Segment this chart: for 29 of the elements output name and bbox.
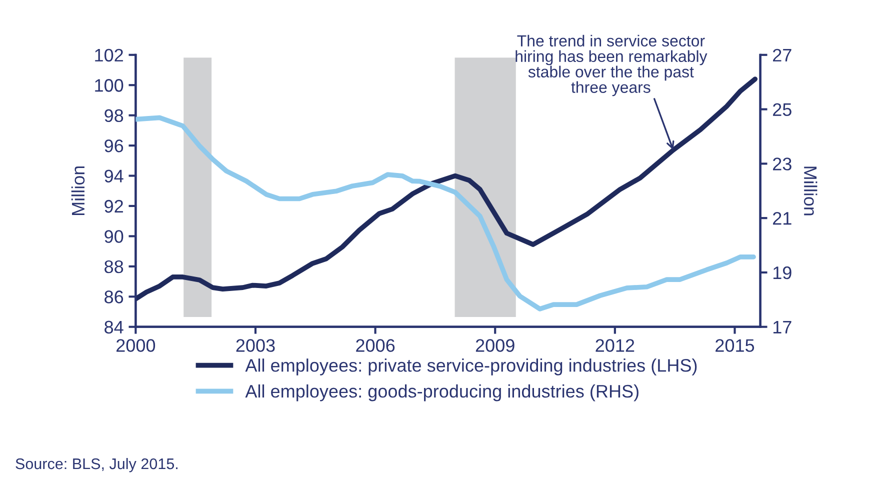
y-tick-label: 90 bbox=[104, 230, 124, 243]
y-tick-label: 88 bbox=[104, 260, 124, 274]
y-tick-label: 100 bbox=[95, 79, 124, 92]
x-tick-label: 2003 bbox=[236, 339, 275, 352]
x-tick-label: 2000 bbox=[116, 339, 156, 352]
y2-tick-label: 21 bbox=[773, 212, 792, 225]
y2-tick-label: 17 bbox=[773, 320, 792, 334]
y-tick-label: 96 bbox=[104, 139, 124, 152]
y-tick-label: 84 bbox=[104, 320, 124, 334]
source-note: Source: BLS, July 2015. bbox=[16, 458, 178, 472]
line-series bbox=[136, 115, 756, 312]
y-tick-label: 102 bbox=[95, 48, 123, 62]
y-axis-title: Million bbox=[71, 166, 85, 215]
y2-tick-label: 19 bbox=[773, 266, 792, 280]
y-tick-label: 92 bbox=[104, 200, 123, 213]
y-tick-label: 94 bbox=[104, 170, 124, 182]
legend-label: All employees: private service-providing industries (LHS) bbox=[245, 358, 697, 376]
y-tick-label: 86 bbox=[104, 290, 124, 304]
legend-label: All employees: goods-producing industries (RHS) bbox=[245, 384, 638, 402]
y2-tick-label: 25 bbox=[773, 103, 792, 116]
y2-axis-title: Million bbox=[804, 166, 818, 216]
x-tick-label: 2009 bbox=[476, 339, 514, 352]
y2-tick-label: 27 bbox=[773, 48, 792, 62]
annotation: The trend in service sector hiring has been remarkably stable over the the past three years bbox=[516, 34, 708, 96]
y2-tick-label: 23 bbox=[773, 158, 792, 170]
x-tick-label: 2015 bbox=[716, 339, 754, 352]
y-tick-label: 98 bbox=[104, 109, 124, 122]
x-tick-label: 2006 bbox=[356, 339, 395, 352]
x-tick-label: 2012 bbox=[596, 339, 634, 352]
